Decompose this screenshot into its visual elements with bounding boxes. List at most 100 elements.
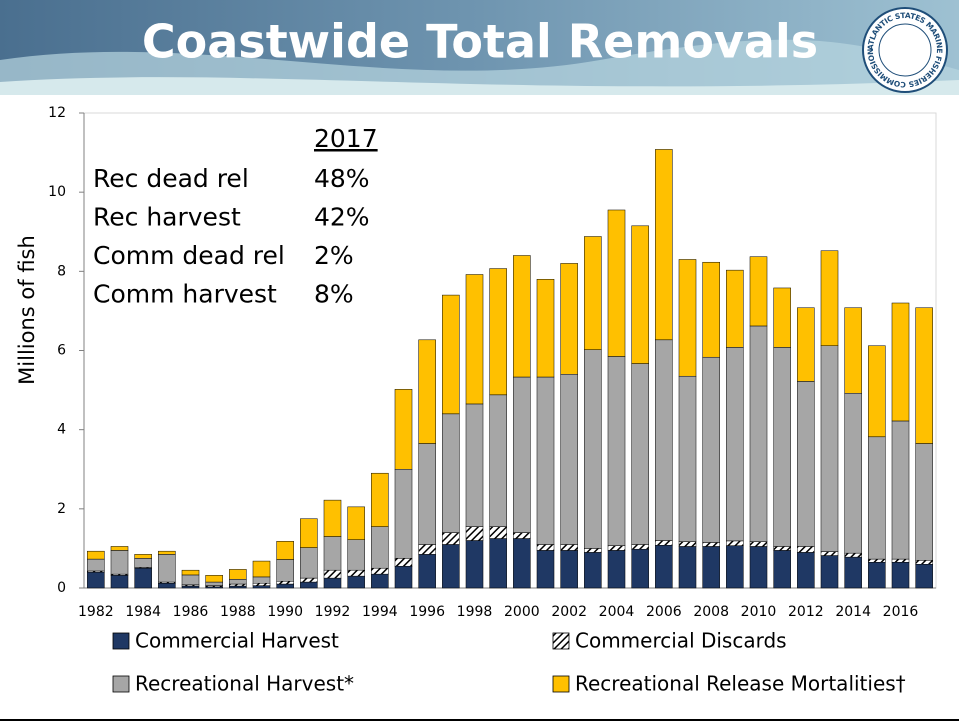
bar-segment: [205, 581, 223, 586]
bar-segment: [584, 236, 602, 350]
y-tick-label: 8: [57, 263, 66, 279]
bar-segment: [276, 559, 294, 582]
bar-segment: [394, 389, 413, 470]
bar-segment: [797, 307, 815, 382]
x-tick-label: 1992: [315, 604, 351, 620]
y-tick-label: 12: [48, 105, 66, 121]
bar-segment: [536, 544, 555, 551]
x-tick-label: 2016: [883, 604, 919, 620]
bar-segment: [631, 225, 649, 364]
bar-segment: [584, 552, 602, 589]
bar-segment: [87, 571, 105, 589]
bar-segment: [252, 585, 271, 589]
bar-segment: [158, 554, 176, 583]
x-tick-label: 1982: [78, 604, 114, 620]
x-tick-label: 1990: [267, 604, 303, 620]
bar-segment: [844, 556, 862, 589]
bar-segment: [110, 575, 129, 589]
bar-segment: [607, 550, 626, 589]
bar-segment: [868, 558, 886, 563]
bar-segment: [110, 550, 129, 575]
bar-segment: [323, 577, 342, 589]
bar-segment: [560, 544, 578, 551]
bar-segment: [584, 548, 602, 553]
bar-segment: [323, 499, 342, 537]
bar-segment: [347, 506, 365, 540]
annotation-label: Rec harvest: [93, 203, 241, 232]
bar-segment: [87, 550, 105, 560]
bar-segment: [134, 567, 152, 589]
bar-segment: [678, 259, 697, 377]
bar-segment: [276, 541, 294, 560]
bar-segment: [891, 558, 910, 563]
bar-segment: [536, 376, 555, 545]
bar-segment: [465, 540, 484, 589]
legend-swatch: [112, 632, 130, 650]
annotation-value: 48%: [314, 164, 370, 193]
bar-segment: [820, 345, 839, 552]
annotation-header: 2017: [314, 124, 378, 153]
bar-segment: [252, 576, 271, 584]
bar-segment: [702, 542, 720, 547]
legend-label: Recreational Harvest*: [135, 672, 354, 696]
x-tick-label: 1986: [173, 604, 209, 620]
bar-segment: [347, 539, 365, 571]
bar-segment: [489, 538, 507, 589]
bar-segment: [726, 540, 744, 546]
bar-segment: [631, 548, 649, 589]
bar-segment: [655, 545, 673, 589]
annotation-value: 8%: [314, 280, 354, 309]
bar-segment: [749, 546, 768, 589]
bar-segment: [347, 569, 365, 577]
bar-segment: [229, 585, 247, 589]
x-tick-label: 2010: [741, 604, 777, 620]
bar-segment: [181, 574, 200, 586]
x-tick-label: 2014: [835, 604, 871, 620]
bar-segment: [252, 583, 271, 586]
bar-segment: [465, 526, 484, 541]
bar-segment: [915, 560, 933, 565]
bar-segment: [229, 569, 247, 580]
bar-segment: [726, 545, 744, 589]
x-tick-label: 2004: [599, 604, 635, 620]
bar-segment: [820, 250, 839, 346]
bar-segment: [607, 545, 626, 551]
y-tick-label: 10: [48, 184, 66, 200]
bar-segment: [607, 356, 626, 546]
bar-segment: [513, 538, 531, 589]
bar-segment: [655, 540, 673, 546]
logo: [862, 7, 948, 93]
bar-segment: [844, 393, 862, 554]
bar-segment: [347, 575, 365, 589]
bar-segment: [915, 564, 933, 589]
x-tick-label: 1998: [457, 604, 493, 620]
bar-segment: [560, 263, 578, 375]
bar-segment: [631, 544, 649, 550]
x-tick-label: 1996: [409, 604, 445, 620]
bar-segment: [513, 532, 531, 539]
bar-segment: [229, 583, 247, 587]
bar-segment: [678, 546, 697, 589]
bar-segment: [773, 550, 791, 589]
annotation-label: Comm harvest: [93, 280, 277, 309]
bar-segment: [134, 558, 152, 568]
bar-segment: [726, 269, 744, 348]
chart-title: Coastwide Total Removals: [142, 15, 818, 69]
bar-segment: [891, 420, 910, 560]
y-tick-label: 2: [57, 501, 66, 517]
bar-segment: [868, 345, 886, 438]
bar-segment: [773, 287, 791, 348]
bar-segment: [655, 339, 673, 541]
bar-segment: [844, 552, 862, 558]
x-tick-label: 1984: [125, 604, 161, 620]
bar-segment: [465, 274, 484, 405]
annotation-label: Comm dead rel: [93, 241, 285, 270]
bar-segment: [868, 562, 886, 589]
bar-segment: [820, 555, 839, 589]
y-axis-label: Millions of fish: [15, 235, 39, 385]
bar-segment: [323, 536, 342, 571]
x-tick-label: 1988: [220, 604, 256, 620]
annotation-value: 2%: [314, 241, 354, 270]
